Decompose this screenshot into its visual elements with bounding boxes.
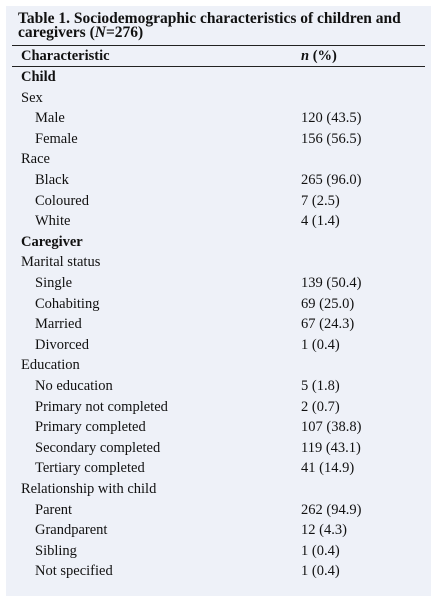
row-label: Female	[35, 130, 78, 147]
row-label: Grandparent	[35, 522, 108, 539]
row-label: Not specified	[35, 563, 113, 580]
table-row: Cohabiting 69 (25.0)	[6, 294, 431, 315]
table-row: Male 120 (43.5)	[6, 108, 431, 129]
table-caption: Table 1. Sociodemographic characteristic…	[18, 10, 423, 41]
table-row: Marital status	[6, 252, 431, 273]
row-label: Child	[21, 69, 56, 85]
row-value: 156 (56.5)	[301, 130, 362, 147]
row-value: 1 (0.4)	[301, 563, 340, 580]
table-row: Primary not completed 2 (0.7)	[6, 397, 431, 418]
row-label: Sex	[21, 89, 43, 106]
table-row: Black 265 (96.0)	[6, 170, 431, 191]
row-value: 12 (4.3)	[301, 522, 347, 539]
row-label: Parent	[35, 501, 73, 518]
row-label: Black	[35, 172, 69, 188]
table-row: Single 139 (50.4)	[6, 273, 431, 294]
table-row: Caregiver	[6, 232, 431, 253]
table-row: White 4 (1.4)	[6, 211, 431, 232]
table-row: Female 156 (56.5)	[6, 129, 431, 150]
row-label: Education	[21, 357, 80, 374]
table-row: Married 67 (24.3)	[6, 314, 431, 335]
row-label: Married	[35, 316, 82, 333]
table-row: Sibling 1 (0.4)	[6, 541, 431, 562]
table-row: Divorced 1 (0.4)	[6, 335, 431, 356]
row-label: Tertiary completed	[35, 460, 145, 477]
row-label: Primary completed	[35, 419, 146, 436]
table-row: Primary completed 107 (38.8)	[6, 417, 431, 438]
row-label: Male	[35, 110, 65, 127]
row-value: 119 (43.1)	[301, 439, 361, 456]
table-row: Race	[6, 149, 431, 170]
header-characteristic: Characteristic	[21, 48, 110, 64]
table-header: Characteristic n (%)	[6, 46, 431, 66]
row-label: Marital status	[21, 254, 101, 271]
table-row: Not specified 1 (0.4)	[6, 561, 431, 582]
table-row: Parent 262 (94.9)	[6, 500, 431, 521]
row-label: Caregiver	[21, 233, 83, 250]
table-row: Coloured 7 (2.5)	[6, 191, 431, 212]
row-value: 41 (14.9)	[301, 460, 355, 477]
row-value: 120 (43.5)	[301, 110, 362, 127]
header-n-pct: n (%)	[301, 46, 337, 66]
table-row: Sex	[6, 88, 431, 109]
row-label: Sibling	[35, 542, 77, 559]
row-label: Primary not completed	[35, 398, 168, 415]
table-row: No education 5 (1.8)	[6, 376, 431, 397]
row-label: Single	[35, 275, 73, 291]
row-value: 69 (25.0)	[301, 295, 355, 312]
table-row: Tertiary completed 41 (14.9)	[6, 458, 431, 479]
caption-main: Table 1. Sociodemographic characteristic…	[18, 10, 401, 41]
row-label: Race	[21, 151, 50, 168]
row-value: 5 (1.8)	[301, 378, 340, 394]
table-row: Education	[6, 355, 431, 376]
table-panel: Table 1. Sociodemographic characteristic…	[6, 6, 431, 596]
header-rule	[12, 66, 425, 67]
row-label: Cohabiting	[35, 295, 100, 312]
table-row: Relationship with child	[6, 479, 431, 500]
header-pct: (%)	[309, 48, 337, 64]
row-label: Relationship with child	[21, 481, 157, 497]
row-value: 265 (96.0)	[301, 172, 362, 188]
table-row: Child	[6, 67, 431, 88]
row-value: 139 (50.4)	[301, 275, 362, 291]
row-value: 1 (0.4)	[301, 542, 340, 559]
row-value: 1 (0.4)	[301, 336, 340, 353]
caption-n: N	[94, 24, 106, 41]
row-label: Coloured	[35, 192, 89, 209]
row-value: 2 (0.7)	[301, 398, 340, 415]
row-label: White	[35, 213, 71, 230]
header-n: n	[301, 48, 310, 64]
row-value: 67 (24.3)	[301, 316, 355, 333]
table-row: Grandparent 12 (4.3)	[6, 520, 431, 541]
row-value: 107 (38.8)	[301, 419, 362, 436]
row-label: No education	[35, 378, 113, 394]
table-row: Secondary completed 119 (43.1)	[6, 438, 431, 459]
row-value: 262 (94.9)	[301, 501, 362, 518]
top-rule	[12, 45, 425, 46]
row-value: 7 (2.5)	[301, 192, 340, 209]
row-value: 4 (1.4)	[301, 213, 340, 230]
caption-tail: =276)	[105, 24, 144, 41]
row-label: Secondary completed	[35, 439, 161, 456]
row-label: Divorced	[35, 336, 89, 353]
